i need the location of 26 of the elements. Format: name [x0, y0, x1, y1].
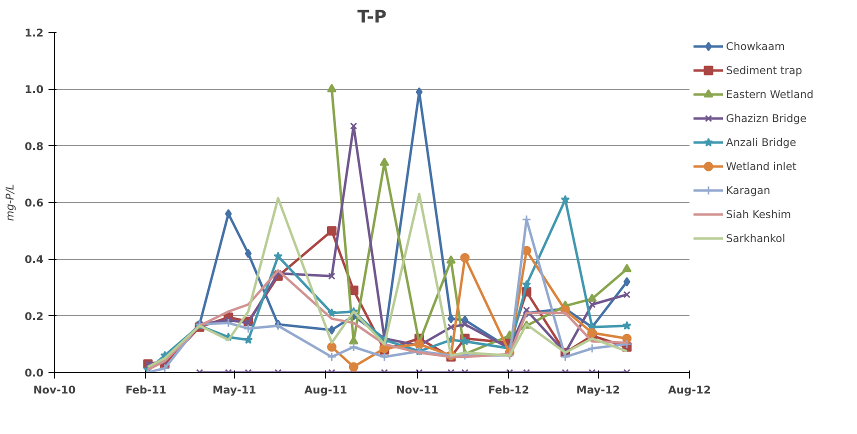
- legend-label: Anzali Bridge: [726, 136, 796, 148]
- legend-label: Sarkhankol: [726, 232, 786, 244]
- x-tick-label: Nov-10: [33, 384, 76, 396]
- x-tick-label: May-11: [212, 384, 256, 396]
- chart-title: T-P: [357, 8, 387, 28]
- legend-label: Ghazizn Bridge: [726, 112, 807, 124]
- x-tick-label: Feb-11: [125, 384, 166, 396]
- y-tick-label: 0.2: [24, 310, 44, 323]
- y-tick-label: 0.4: [24, 253, 44, 266]
- y-tick-label: 0.8: [24, 140, 44, 153]
- legend-label: Karagan: [726, 184, 770, 196]
- legend-label: Wetland inlet: [726, 160, 796, 172]
- y-tick-label: 0.6: [24, 196, 44, 210]
- legend-label: Chowkaam: [726, 40, 785, 52]
- legend-label: Siah Keshim: [726, 208, 792, 220]
- x-tick-label: Feb-12: [488, 384, 530, 396]
- x-tick-label: Aug-11: [304, 384, 348, 396]
- x-tick-label: Nov-11: [396, 384, 438, 396]
- y-axis-title: mg-P/L: [4, 184, 17, 221]
- y-tick-label: 1.2: [24, 26, 44, 40]
- legend-label: Eastern Wetland: [726, 88, 814, 100]
- legend-label: Sediment trap: [726, 64, 802, 76]
- x-tick-label: May-12: [576, 384, 620, 396]
- x-tick-label: Aug-12: [668, 384, 711, 396]
- y-tick-label: 0.0: [24, 366, 44, 380]
- y-tick-label: 1.0: [24, 83, 44, 96]
